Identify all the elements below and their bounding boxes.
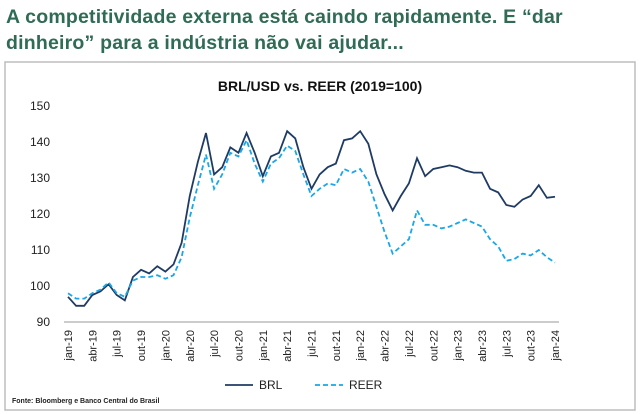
chart-title: BRL/USD vs. REER (2019=100) xyxy=(218,78,422,94)
x-tick-label: out-19 xyxy=(136,330,148,361)
x-tick-label: jan-24 xyxy=(550,330,562,362)
legend-label: REER xyxy=(349,378,383,392)
y-tick-label: 120 xyxy=(30,207,50,221)
x-tick-label: abr-19 xyxy=(87,330,99,362)
chart-frame xyxy=(4,61,636,411)
x-tick-label: jan-21 xyxy=(258,330,270,362)
series-line xyxy=(67,137,556,300)
y-tick-label: 150 xyxy=(30,99,50,113)
x-tick-label: jul-20 xyxy=(209,330,221,358)
x-tick-label: jan-19 xyxy=(63,330,75,362)
x-tick-label: out-22 xyxy=(428,330,440,361)
x-tick-label: abr-21 xyxy=(282,330,294,362)
x-tick-label: jul-21 xyxy=(307,330,319,358)
x-tick-label: out-21 xyxy=(331,330,343,361)
x-tick-label: jan-20 xyxy=(160,330,172,362)
x-tick-label: jul-19 xyxy=(112,330,124,358)
y-tick-label: 100 xyxy=(30,279,50,293)
x-tick-label: jul-22 xyxy=(404,330,416,358)
x-tick-label: jul-23 xyxy=(501,330,513,358)
y-tick-label: 90 xyxy=(37,315,51,329)
x-tick-label: out-20 xyxy=(233,330,245,361)
series-line xyxy=(67,129,556,307)
source: Fonte: Bloomberg e Banco Central do Bras… xyxy=(12,398,159,405)
x-tick-label: jan-23 xyxy=(453,330,465,362)
legend-label: BRL xyxy=(259,378,283,392)
x-tick-label: abr-22 xyxy=(380,330,392,362)
y-tick-label: 140 xyxy=(30,135,50,149)
x-tick-label: out-23 xyxy=(526,330,538,361)
y-tick-label: 110 xyxy=(31,243,50,257)
x-tick-label: jan-22 xyxy=(355,330,367,362)
x-tick-label: abr-23 xyxy=(477,330,489,362)
y-tick-label: 130 xyxy=(30,171,50,185)
x-tick-label: abr-20 xyxy=(185,330,197,362)
headline: A competitividade externa está caindo ra… xyxy=(6,6,563,54)
